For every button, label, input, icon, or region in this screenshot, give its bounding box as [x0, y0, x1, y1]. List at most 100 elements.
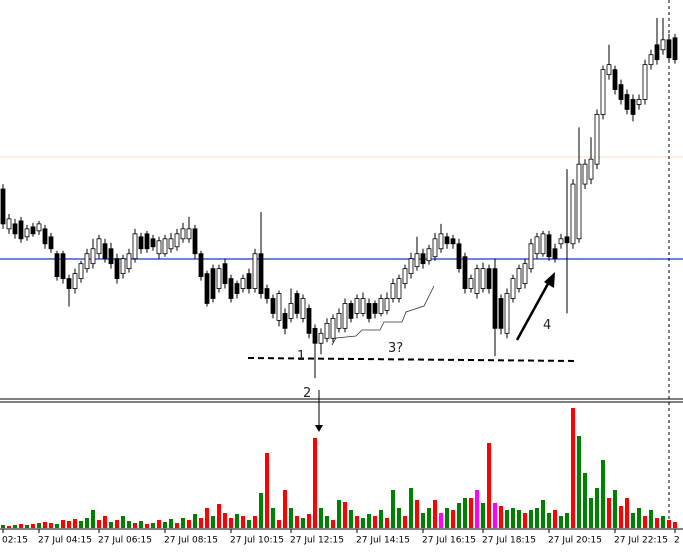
- x-tick-label: 27 Jul 12:15: [290, 536, 344, 546]
- volume-bar: [79, 521, 83, 528]
- volume-bar: [283, 490, 287, 528]
- candle-body: [318, 332, 324, 344]
- candle-body: [162, 238, 168, 255]
- volume-bar: [619, 506, 623, 528]
- candle-body: [534, 236, 540, 255]
- candle-body: [78, 263, 84, 279]
- volume-bar: [475, 490, 479, 528]
- volume-bar: [601, 460, 605, 528]
- candle-body: [456, 243, 462, 270]
- candle-body: [564, 236, 570, 244]
- candle-body: [438, 233, 444, 250]
- candle-body: [528, 243, 534, 270]
- candle-body: [660, 39, 666, 51]
- volume-bar: [163, 522, 167, 528]
- candle-body: [570, 183, 576, 245]
- candle-body: [138, 236, 144, 250]
- candle-body: [258, 253, 264, 294]
- volume-bar: [643, 516, 647, 528]
- x-tick-label: 27 Jul 18:15: [482, 536, 536, 546]
- volume-bar: [457, 503, 461, 528]
- volume-bar: [31, 524, 35, 528]
- candle-body: [102, 243, 108, 260]
- candle-body: [264, 288, 270, 299]
- candle-body: [174, 233, 180, 248]
- plot: 02:15 27 Jul 04:15 27 Jul 06:15 27 Jul 08:1…: [0, 17, 680, 546]
- annotation: 2: [303, 386, 311, 401]
- candle-body: [282, 313, 288, 329]
- volume-bar: [1, 525, 5, 528]
- x-tick-label: 27 Jul 22:15: [614, 536, 668, 546]
- candle-body: [60, 253, 66, 280]
- candle-body: [636, 99, 642, 105]
- candle-body: [546, 234, 552, 258]
- volume-bar: [55, 524, 59, 528]
- candle-body: [354, 298, 360, 314]
- candle-body: [582, 163, 588, 185]
- volume-bar: [511, 508, 515, 528]
- candle-body: [234, 283, 240, 294]
- volume-bar: [343, 502, 347, 528]
- annotation: 3?: [388, 341, 403, 356]
- x-tick-label: 27 Jul 04:15: [38, 536, 92, 546]
- volume-bar: [505, 510, 509, 528]
- volume-bar: [241, 516, 245, 528]
- candle-body: [252, 253, 258, 289]
- x-tick-label: 27 Jul 16:15: [422, 536, 476, 546]
- candle-body: [336, 313, 342, 329]
- arrow-head: [544, 272, 555, 288]
- volume-bar: [433, 500, 437, 528]
- candle-body: [228, 278, 234, 299]
- candle-body: [444, 236, 450, 245]
- candle-body: [462, 256, 468, 289]
- volume-bar: [565, 513, 569, 528]
- candle-body: [150, 238, 156, 248]
- volume-bar: [235, 514, 239, 528]
- volume-bar: [421, 513, 425, 528]
- candle-body: [96, 238, 102, 255]
- candle-body: [600, 69, 606, 115]
- candle-body: [390, 283, 396, 299]
- volume-bar: [427, 508, 431, 528]
- volume-bar: [103, 516, 107, 528]
- candle-body: [186, 228, 192, 240]
- candle-body: [120, 258, 126, 275]
- candle-body: [492, 268, 498, 329]
- candle-body: [588, 158, 594, 180]
- volume-bar: [265, 453, 269, 528]
- volume-bar: [577, 436, 581, 528]
- volume-bar: [49, 523, 53, 528]
- candle-body: [6, 218, 12, 230]
- candle-body: [378, 298, 384, 314]
- candle-body: [522, 263, 528, 284]
- volume-bar: [313, 438, 317, 528]
- volume-bar: [385, 518, 389, 528]
- volume-bar: [439, 513, 443, 528]
- volume-bar: [517, 510, 521, 528]
- candle-body: [198, 253, 204, 278]
- candle-body: [672, 37, 678, 61]
- candle-body: [48, 236, 54, 250]
- x-tick-label: 2: [674, 536, 680, 546]
- volume-bar: [25, 525, 29, 528]
- volume-bar: [127, 521, 131, 528]
- candle-body: [30, 226, 36, 235]
- volume-bar: [529, 510, 533, 528]
- volume-bar: [211, 516, 215, 528]
- candle-body: [54, 253, 60, 278]
- candle-body: [144, 233, 150, 250]
- volume-bar: [631, 513, 635, 528]
- volume-bar: [553, 510, 557, 528]
- candle-body: [294, 293, 300, 314]
- volume-bar: [19, 524, 23, 528]
- arrow: [515, 279, 552, 341]
- candle-body: [432, 238, 438, 258]
- x-tick-label: 27 Jul 10:15: [230, 536, 284, 546]
- volume-bar: [7, 526, 11, 528]
- volume-bar: [277, 520, 281, 528]
- volume-bar: [133, 523, 137, 528]
- x-tick-label: 27 Jul 14:15: [356, 536, 410, 546]
- candle-body: [312, 327, 318, 344]
- volume-bar: [331, 520, 335, 528]
- volume-bar: [607, 498, 611, 528]
